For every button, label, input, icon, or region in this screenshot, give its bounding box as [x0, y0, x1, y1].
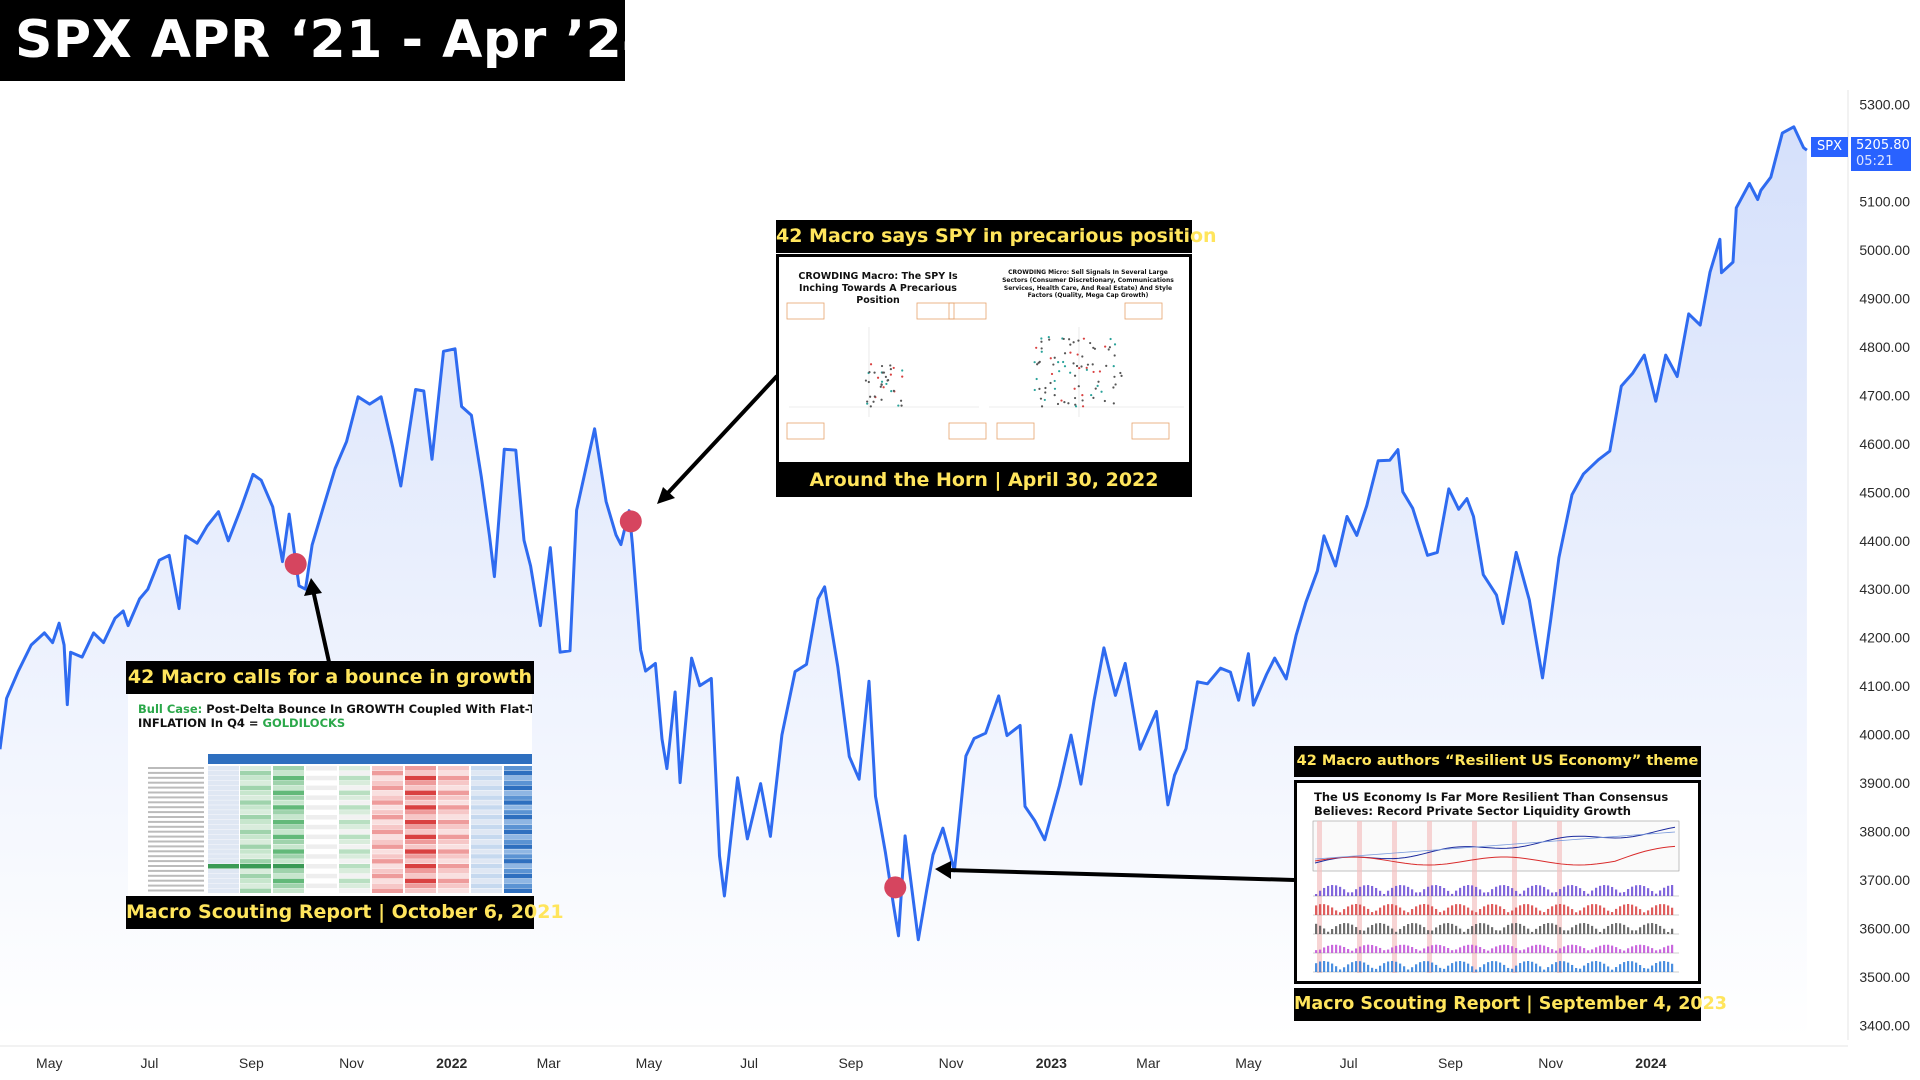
arrow-bounce-head	[304, 578, 322, 596]
bounce-thumbnail: Bull Case: Post-Delta Bounce In GROWTH C…	[128, 694, 532, 897]
symbol-tag: SPX	[1811, 137, 1848, 157]
y-tick-label: 3800.00	[1859, 824, 1910, 840]
x-tick-label: Sep	[1438, 1055, 1463, 1071]
y-tick-label: 4200.00	[1859, 630, 1910, 646]
arrow-precarious	[664, 374, 779, 497]
x-tick-label: 2024	[1635, 1055, 1666, 1071]
call-marker	[884, 876, 907, 899]
resilient-multi-panel-chart	[1312, 820, 1680, 973]
precarious-headline: 42 Macro says SPY in precarious position	[776, 220, 1217, 253]
y-tick-label: 4400.00	[1859, 533, 1910, 549]
x-tick-label: May	[36, 1055, 62, 1071]
precarious-caption: Around the Horn | April 30, 2022	[776, 464, 1192, 497]
last-price-tag: 5205.80 05:21	[1851, 137, 1911, 171]
y-tick-label: 4300.00	[1859, 581, 1910, 597]
bounce-caption: Macro Scouting Report | October 6, 2021	[126, 896, 564, 929]
x-tick-label: Nov	[939, 1055, 964, 1071]
y-tick-label: 5000.00	[1859, 242, 1910, 258]
y-tick-label: 3900.00	[1859, 775, 1910, 791]
precarious-thumb-right-title: CROWDING Micro: Sell Signals In Several …	[1002, 269, 1174, 300]
arrow-resilient	[946, 868, 1295, 882]
y-tick-label: 5100.00	[1859, 193, 1910, 209]
bounce-thumb-title-rest: Post-Delta Bounce In GROWTH Coupled With…	[206, 702, 532, 716]
precarious-thumbnail: CROWDING Macro: The SPY Is Inching Towar…	[776, 254, 1192, 465]
y-tick-label: 3700.00	[1859, 872, 1910, 888]
x-tick-label: Mar	[537, 1055, 561, 1071]
x-tick-label: Jul	[1340, 1055, 1358, 1071]
x-tick-label: Sep	[838, 1055, 863, 1071]
y-tick-label: 4500.00	[1859, 484, 1910, 500]
bounce-thumb-title: Bull Case: Post-Delta Bounce In GROWTH C…	[138, 702, 532, 730]
bounce-thumb-title-line2: INFLATION In Q4 =	[138, 716, 263, 730]
x-tick-label: May	[1235, 1055, 1261, 1071]
y-tick-label: 3600.00	[1859, 921, 1910, 937]
x-tick-label: May	[636, 1055, 662, 1071]
y-tick-label: 4800.00	[1859, 339, 1910, 355]
last-price-time: 05:21	[1856, 154, 1894, 169]
bounce-heatmap-table	[148, 754, 532, 893]
resilient-thumbnail: The US Economy Is Far More Resilient Tha…	[1294, 780, 1701, 984]
precarious-scatter-plots	[786, 302, 1184, 440]
bounce-headline: 42 Macro calls for a bounce in growth	[126, 661, 534, 694]
y-tick-label: 3400.00	[1859, 1017, 1910, 1033]
y-tick-label: 4700.00	[1859, 387, 1910, 403]
resilient-thumb-title: The US Economy Is Far More Resilient Tha…	[1314, 790, 1669, 818]
x-tick-label: Jul	[740, 1055, 758, 1071]
x-tick-label: 2022	[436, 1055, 467, 1071]
y-tick-label: 4000.00	[1859, 727, 1910, 743]
y-tick-label: 4900.00	[1859, 290, 1910, 306]
resilient-caption: Macro Scouting Report | September 4, 202…	[1294, 988, 1727, 1021]
last-price-value: 5205.80	[1856, 138, 1910, 153]
resilient-headline: 42 Macro authors “Resilient US Economy” …	[1294, 746, 1701, 777]
y-tick-label: 4100.00	[1859, 678, 1910, 694]
y-tick-label: 3500.00	[1859, 969, 1910, 985]
y-tick-label: 4600.00	[1859, 436, 1910, 452]
x-tick-label: Jul	[141, 1055, 159, 1071]
price-line	[0, 125, 1808, 942]
bull-case-label: Bull Case:	[138, 702, 203, 716]
x-tick-label: 2023	[1036, 1055, 1067, 1071]
y-tick-label: 5300.00	[1859, 97, 1910, 113]
call-marker	[619, 510, 642, 533]
chart-title: SPX APR ‘21 - Apr ’24	[0, 0, 659, 81]
call-marker	[284, 553, 307, 576]
x-tick-label: Nov	[339, 1055, 364, 1071]
goldilocks-label: GOLDILOCKS	[262, 716, 346, 730]
x-tick-label: Mar	[1136, 1055, 1160, 1071]
x-tick-label: Nov	[1538, 1055, 1563, 1071]
arrow-bounce	[311, 589, 331, 663]
precarious-thumb-left-title: CROWDING Macro: The SPY Is Inching Towar…	[798, 271, 958, 306]
arrow-resilient-head	[935, 861, 951, 879]
x-tick-label: Sep	[239, 1055, 264, 1071]
arrow-precarious-head	[657, 487, 675, 504]
